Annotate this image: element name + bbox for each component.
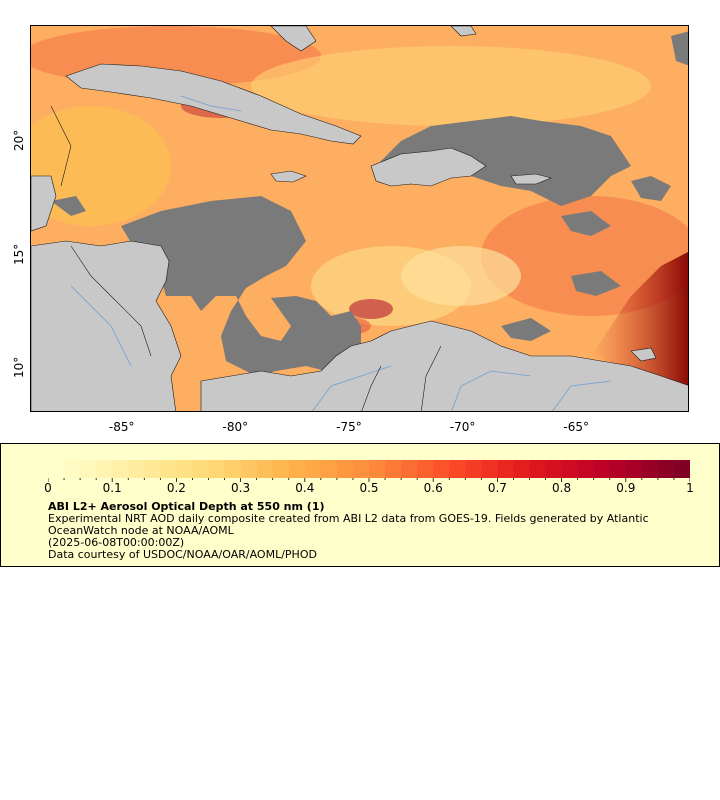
aod-map	[31, 26, 688, 411]
y-tick-label: 15°	[12, 243, 26, 265]
colorbar-label: 1	[686, 481, 694, 495]
colorbar-segment	[176, 460, 193, 478]
colorbar-label: 0.5	[359, 481, 379, 495]
dust-plume	[591, 252, 688, 386]
colorbar-segment	[240, 460, 258, 478]
legend-title: ABI L2+ Aerosol Optical Depth at 550 nm …	[48, 500, 325, 513]
colorbar-segment	[593, 460, 611, 478]
colorbar-segment	[529, 460, 547, 478]
legend-description-line: Experimental NRT AOD daily composite cre…	[48, 512, 649, 525]
colorbar-label: 0.8	[552, 481, 572, 495]
colorbar-segment	[336, 460, 354, 478]
colorbar-segment	[433, 460, 450, 478]
legend-description: Experimental NRT AOD daily composite cre…	[48, 513, 688, 561]
colorbar-label: 0.4	[295, 481, 315, 495]
x-tick-label: -65°	[563, 420, 589, 434]
colorbar-segment	[673, 460, 690, 478]
colorbar-label: 0.1	[102, 481, 122, 495]
y-tick-label: 10°	[12, 357, 26, 379]
x-tick-label: -80°	[222, 420, 249, 434]
colorbar-label: 0.9	[616, 481, 636, 495]
y-tick-label: 20°	[12, 129, 26, 151]
colorbar-segment	[272, 460, 290, 478]
land-areas	[31, 26, 688, 411]
colorbar-segment	[657, 460, 675, 478]
map-frame	[30, 25, 689, 412]
colorbar-segment	[449, 460, 466, 478]
colorbar-label: 0.2	[166, 481, 186, 495]
x-tick-label: -85°	[108, 420, 135, 434]
colorbar-segment	[352, 460, 370, 478]
colorbar-segment	[80, 460, 97, 478]
colorbar-segment	[625, 460, 643, 478]
colorbar-segment	[160, 460, 177, 478]
no-data-areas	[51, 31, 688, 376]
colorbar-segment	[64, 460, 81, 478]
legend-description-line: Data courtesy of USDOC/NOAA/OAR/AOML/PHO…	[48, 548, 317, 561]
colorbar-segment	[288, 460, 306, 478]
x-tick-label: -70°	[449, 420, 476, 434]
colorbar-segment	[256, 460, 274, 478]
colorbar-segment	[208, 460, 226, 478]
colorbar-label: 0	[44, 481, 52, 495]
colorbar-segment	[320, 460, 338, 478]
colorbar-segment	[465, 460, 482, 478]
colorbar-segment	[561, 460, 579, 478]
legend-description-line: OceanWatch node at NOAA/AOML	[48, 524, 234, 537]
colorbar-segment	[513, 460, 530, 478]
country-borders	[50, 105, 442, 411]
colorbar-segment	[641, 460, 659, 478]
colorbar-segment	[48, 460, 65, 478]
colorbar-segment	[304, 460, 322, 478]
colorbar-segment	[385, 460, 402, 478]
x-tick-label: -75°	[336, 420, 362, 434]
legend-box: 0 0.1 0.2 0.3 0.4 0.5 0.6 0.7 0.8 0.9 1 ABI L2+ Ae…	[0, 443, 720, 567]
colorbar-label: 0.3	[231, 481, 251, 495]
colorbar-segment	[497, 460, 514, 478]
colorbar-label: 0.7	[487, 481, 507, 495]
colorbar-segment	[128, 460, 145, 478]
colorbar	[48, 460, 690, 482]
colorbar-segment	[369, 460, 386, 478]
colorbar-segment	[609, 460, 627, 478]
colorbar-segment	[417, 460, 434, 478]
colorbar-segment	[112, 460, 129, 478]
colorbar-segment	[96, 460, 113, 478]
colorbar-segment	[144, 460, 161, 478]
legend-description-line: (2025-06-08T00:00:00Z)	[48, 536, 185, 549]
colorbar-label: 0.6	[423, 481, 443, 495]
colorbar-segment	[481, 460, 498, 478]
colorbar-segment	[577, 460, 595, 478]
colorbar-segment	[401, 460, 418, 478]
colorbar-segment	[192, 460, 209, 478]
colorbar-segment	[224, 460, 242, 478]
rivers	[70, 95, 612, 411]
colorbar-segment	[545, 460, 563, 478]
